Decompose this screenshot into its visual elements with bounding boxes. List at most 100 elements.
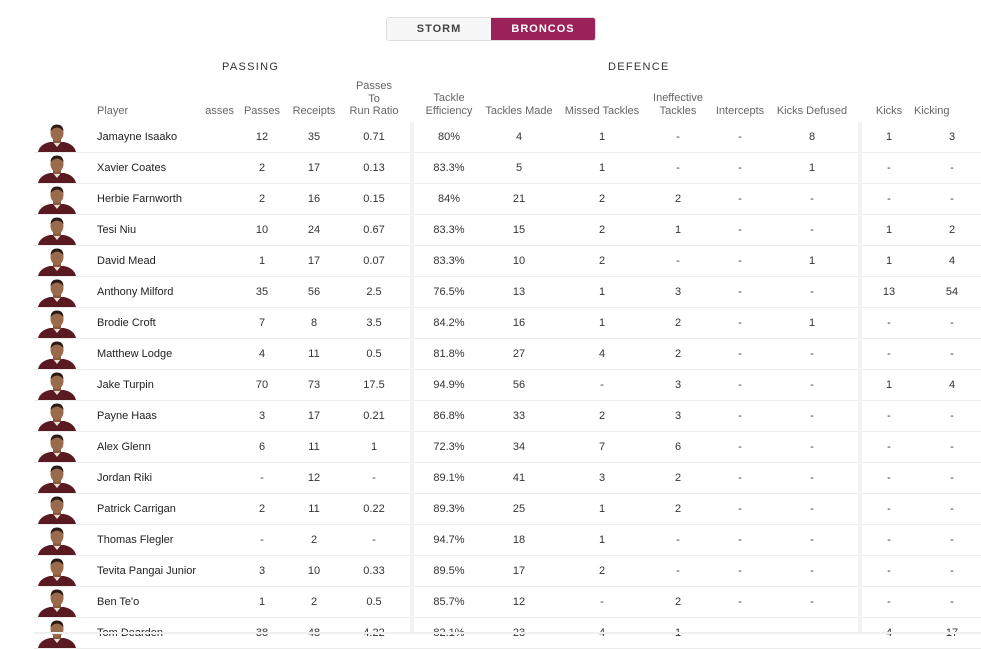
table-bottom-border bbox=[34, 632, 981, 634]
cell-intercepts: - bbox=[738, 348, 742, 360]
header-tackle-efficiency[interactable]: Tackle Efficiency bbox=[420, 92, 478, 117]
cell-receipts: 17 bbox=[307, 255, 321, 267]
player-name: Anthony Milford bbox=[97, 286, 174, 298]
cell-passes-to-run-ratio: 0.21 bbox=[363, 410, 385, 422]
player-avatar bbox=[36, 278, 78, 307]
cell-missed-tackles: - bbox=[600, 596, 604, 608]
column-divider-defence bbox=[858, 122, 862, 634]
cell-passes-to-run-ratio: 0.5 bbox=[366, 348, 382, 360]
cell-kicking: - bbox=[950, 534, 954, 546]
cell-kicking: - bbox=[950, 441, 954, 453]
table-row[interactable]: Jake Turpin 70 73 17.5 94.9% 56 - 3 - - 1 4 bbox=[34, 370, 981, 401]
cell-tackle-efficiency: 76.5% bbox=[433, 286, 465, 298]
header-receipts[interactable]: Receipts bbox=[292, 105, 336, 117]
cell-kicks-defused: - bbox=[810, 596, 814, 608]
cell-kicks: 1 bbox=[885, 131, 893, 143]
cell-kicks-defused: - bbox=[810, 224, 814, 236]
player-name: David Mead bbox=[97, 255, 156, 267]
cell-ineffective-tackles: - bbox=[676, 534, 680, 546]
table-row[interactable]: David Mead 1 17 0.07 83.3% 10 2 - - 1 1 4 bbox=[34, 246, 981, 277]
cell-tackles-made: 56 bbox=[512, 379, 526, 391]
cell-kicks: 13 bbox=[882, 286, 896, 298]
table-row[interactable]: Anthony Milford 35 56 2.5 76.5% 13 1 3- -13 54 bbox=[34, 277, 981, 308]
header-kicks[interactable]: Kicks bbox=[875, 105, 903, 117]
cell-kicking: 2 bbox=[948, 224, 956, 236]
header-passes-cut[interactable]: asses bbox=[205, 105, 234, 117]
header-te-line-1: Tackle bbox=[433, 92, 465, 104]
cell-kicks-defused: - bbox=[810, 286, 814, 298]
cell-tackle-efficiency: 83.3% bbox=[433, 224, 465, 236]
cell-kicks: 1 bbox=[885, 379, 893, 391]
cell-receipts: 11 bbox=[308, 348, 320, 360]
cell-intercepts: - bbox=[738, 224, 742, 236]
cell-kicking: 54 bbox=[945, 286, 959, 298]
table-row[interactable]: Alex Glenn 6 11 1 72.3% 34 7 6- - - - bbox=[34, 432, 981, 463]
table-row[interactable]: Patrick Carrigan 2 11 0.22 89.3% 25 1 2 - - - - bbox=[34, 494, 981, 525]
header-passes-to-run-ratio[interactable]: Passes To Run Ratio bbox=[346, 80, 402, 118]
table-row[interactable]: Payne Haas 3 17 0.21 86.8% 33 2 3 - - - - bbox=[34, 401, 981, 432]
table-row[interactable]: Herbie Farnworth 2 16 0.15 84% 21 2 2 - - - - bbox=[34, 184, 981, 215]
cell-passes: 12 bbox=[255, 131, 269, 143]
table-row[interactable]: Jordan Riki - 12 - 89.1% 41 3 2 - - - - bbox=[34, 463, 981, 494]
cell-kicks-defused: - bbox=[810, 565, 814, 577]
team-tab-storm[interactable]: STORM bbox=[387, 18, 491, 40]
team-tab-broncos[interactable]: BRONCOS bbox=[491, 18, 595, 40]
cell-receipts: 17 bbox=[307, 162, 321, 174]
cell-tackle-efficiency: 89.1% bbox=[433, 472, 465, 484]
cell-intercepts: - bbox=[738, 410, 742, 422]
player-name: Jordan Riki bbox=[97, 472, 153, 484]
cell-passes: - bbox=[260, 534, 264, 546]
table-row[interactable]: Matthew Lodge 4 11 0.5 81.8% 27 4 2 - - - - bbox=[34, 339, 981, 370]
cell-kicks: - bbox=[887, 348, 891, 360]
cell-passes: - bbox=[260, 472, 264, 484]
cell-ineffective-tackles: 6 bbox=[674, 441, 682, 453]
cell-intercepts: - bbox=[738, 379, 742, 391]
header-player[interactable]: Player bbox=[97, 105, 129, 117]
header-te-line-2: Efficiency bbox=[425, 104, 473, 117]
cell-tackle-efficiency: 84% bbox=[437, 193, 461, 205]
cell-intercepts: - bbox=[738, 441, 742, 453]
cell-receipts: 11 bbox=[308, 441, 320, 453]
player-avatar bbox=[36, 557, 78, 586]
player-avatar bbox=[36, 247, 78, 276]
header-kicking[interactable]: Kicking bbox=[914, 105, 950, 117]
player-avatar bbox=[36, 154, 78, 183]
cell-passes-to-run-ratio: 2.5 bbox=[366, 286, 382, 298]
cell-kicking: - bbox=[950, 410, 954, 422]
header-ineffective-tackles[interactable]: Ineffective Tackles bbox=[648, 92, 708, 117]
table-row[interactable]: Ben Te'o 1 2 0.5 85.7% 12-2- - - - bbox=[34, 587, 981, 618]
table-row[interactable]: Jamayne Isaako 12 35 0.71 80% 4 1 - - 8 1 3 bbox=[34, 122, 981, 153]
cell-passes-to-run-ratio: 0.71 bbox=[363, 131, 385, 143]
cell-ineffective-tackles: 2 bbox=[674, 348, 682, 360]
cell-kicks-defused: - bbox=[810, 410, 814, 422]
cell-passes-to-run-ratio: - bbox=[372, 472, 376, 484]
header-passes[interactable]: Passes bbox=[243, 105, 281, 117]
table-row[interactable]: Brodie Croft 7 8 3.5 84.2% 16 1 2 - 1 - - bbox=[34, 308, 981, 339]
cell-ineffective-tackles: 3 bbox=[674, 286, 682, 298]
cell-ineffective-tackles: 2 bbox=[674, 596, 682, 608]
cell-passes-to-run-ratio: 17.5 bbox=[363, 379, 385, 391]
cell-missed-tackles: 2 bbox=[598, 255, 606, 267]
header-missed-tackles[interactable]: Missed Tackles bbox=[564, 105, 640, 117]
cell-tackle-efficiency: 72.3% bbox=[433, 441, 465, 453]
cell-intercepts: - bbox=[738, 317, 742, 329]
cell-passes: 2 bbox=[258, 162, 266, 174]
table-row[interactable]: Xavier Coates 2 17 0.13 83.3% 5 1 - - 1 - - bbox=[34, 153, 981, 184]
group-label-passing: PASSING bbox=[222, 61, 280, 73]
table-row[interactable]: Tevita Pangai Junior 3 10 0.33 89.5% 17 2 - - - - - bbox=[34, 556, 981, 587]
cell-kicking: - bbox=[950, 193, 954, 205]
table-row[interactable]: Tesi Niu 10 24 0.67 83.3% 15 2 1 - - 1 2 bbox=[34, 215, 981, 246]
cell-kicking: 4 bbox=[948, 379, 956, 391]
header-intercepts[interactable]: Intercepts bbox=[715, 105, 765, 117]
cell-intercepts: - bbox=[738, 131, 742, 143]
cell-kicks-defused: - bbox=[810, 348, 814, 360]
table-row[interactable]: Thomas Flegler - 2 - 94.7% 18 1 - - - - - bbox=[34, 525, 981, 556]
cell-tackle-efficiency: 94.9% bbox=[433, 379, 465, 391]
header-tackles-made[interactable]: Tackles Made bbox=[485, 105, 553, 117]
cell-kicking: - bbox=[950, 317, 954, 329]
player-avatar bbox=[36, 340, 78, 369]
cell-passes: 2 bbox=[258, 193, 266, 205]
cell-ineffective-tackles: - bbox=[676, 131, 680, 143]
cell-intercepts: - bbox=[738, 255, 742, 267]
header-kicks-defused[interactable]: Kicks Defused bbox=[776, 105, 848, 117]
